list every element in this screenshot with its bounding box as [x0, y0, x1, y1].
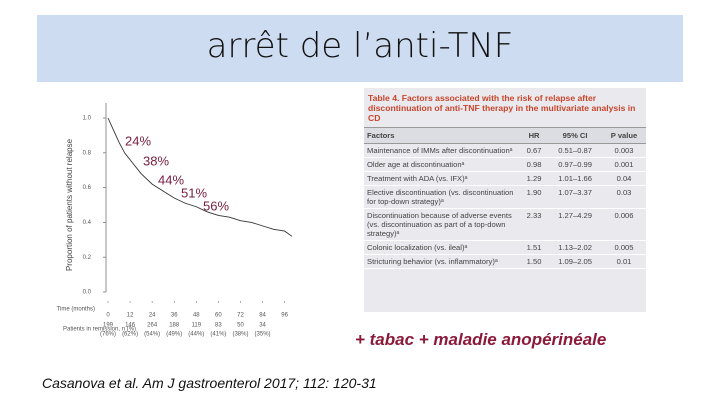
slide-title: arrêt de l’anti-TNF [206, 26, 514, 66]
table-cell: 1.13–2.02 [548, 240, 603, 255]
table-cell: 0.003 [602, 143, 646, 158]
y-tick-label: 0.8 [83, 150, 92, 156]
table-cell: 0.98 [520, 157, 549, 172]
risk-count: 119 [192, 323, 202, 329]
table-cell: Maintenance of IMMs after discontinuatio… [364, 143, 520, 158]
column-header: HR [520, 127, 549, 144]
table-row: Elective discontinuation (vs. discontinu… [364, 185, 646, 209]
x-tick-label: 24 [149, 313, 156, 319]
table-cell: Older age at discontinuationᵃ [364, 157, 520, 172]
km-curve [107, 117, 293, 237]
x-axis-label: Time (months) [57, 307, 95, 313]
risk-count: 264 [147, 323, 158, 329]
table-cell: 0.005 [602, 240, 646, 255]
x-tick-label: 84 [259, 313, 266, 319]
table-row: Maintenance of IMMs after discontinuatio… [364, 143, 646, 158]
table-row: Older age at discontinuationᵃ 0.98 0.97–0.… [364, 157, 646, 172]
table-title: Table 4. Factors associated with the ris… [368, 93, 636, 123]
table-cell: 1.50 [520, 254, 549, 269]
table-row: Colonic localization (vs. ileal)ᵃ 1.51 1.1… [364, 240, 646, 255]
table-cell: 1.09–2.05 [548, 254, 603, 269]
column-header: 95% CI [548, 127, 603, 144]
table-cell: 0.006 [602, 208, 646, 241]
table-cell: Stricturing behavior (vs. inflammatory)ᵃ [364, 254, 520, 269]
table-cell: 1.07–3.37 [548, 185, 603, 209]
x-tick-label: 0 [106, 313, 110, 319]
citation: Casanova et al. Am J gastroenterol 2017;… [42, 375, 377, 391]
table-cell: 1.51 [520, 240, 549, 255]
risk-count: 50 [237, 323, 244, 329]
risk-percent: (49%) [166, 332, 182, 338]
column-header: Factors [364, 127, 520, 144]
risk-label: Patients in remission, n (%) [63, 327, 136, 333]
table-cell: 0.97–0.99 [548, 157, 603, 172]
table-cell: 0.001 [602, 157, 646, 172]
table-row: Stricturing behavior (vs. inflammatory)ᵃ… [364, 254, 646, 269]
table-cell: 1.29 [520, 171, 549, 186]
risk-count: 188 [169, 323, 180, 329]
annotation: 38% [143, 153, 169, 168]
risk-count: 34 [259, 323, 266, 329]
annotation: 56% [203, 198, 229, 213]
risk-percent: (76%) [100, 332, 116, 338]
y-tick-label: 0.4 [83, 220, 92, 226]
x-tick-label: 72 [237, 313, 244, 319]
table: Table 4. Factors associated with the ris… [364, 88, 646, 312]
x-tick-label: 36 [171, 313, 178, 319]
table-cell: 0.04 [602, 171, 646, 186]
note: + tabac + maladie anopérinéale [355, 330, 607, 349]
x-tick-label: 12 [127, 313, 134, 319]
column-header: P value [602, 127, 646, 144]
table-cell: Treatment with ADA (vs. IFX)ᵃ [364, 171, 520, 186]
title-band [37, 15, 683, 82]
risk-count: 199 [103, 323, 114, 329]
risk-percent: (41%) [210, 332, 226, 338]
table-row: Discontinuation because of adverse event… [364, 208, 646, 241]
risk-percent: (54%) [144, 332, 160, 338]
table-row: Treatment with ADA (vs. IFX)ᵃ 1.29 1.01–1.… [364, 171, 646, 186]
table-cell: 1.27–4.29 [548, 208, 603, 241]
table-cell: 1.90 [520, 185, 549, 209]
risk-percent: (62%) [122, 332, 138, 338]
table-cell: 2.33 [520, 208, 549, 241]
table-cell: Elective discontinuation (vs. discontinu… [364, 185, 520, 209]
y-tick-label: 1.0 [83, 116, 92, 122]
risk-percent: (35%) [255, 332, 271, 338]
x-tick-label: 96 [281, 313, 288, 319]
risk-count: 83 [215, 323, 222, 329]
annotation: 51% [181, 185, 207, 200]
x-tick-label: 48 [193, 313, 200, 319]
annotation: 24% [125, 133, 151, 148]
table-cell: 0.51–0.87 [548, 143, 603, 158]
table-cell: 1.01–1.66 [548, 171, 603, 186]
table-cell: 0.01 [602, 254, 646, 269]
x-tick-label: 60 [215, 313, 222, 319]
annotation: 44% [158, 172, 184, 187]
table-cell: Colonic localization (vs. ileal)ᵃ [364, 240, 520, 255]
y-tick-label: 0.6 [83, 185, 92, 191]
risk-percent: (44%) [188, 332, 204, 338]
km-chart: 0.0 0.2 0.4 0.6 0.8 1.0 Proportion of patients… [57, 103, 293, 338]
table-cell: Discontinuation because of adverse event… [364, 208, 520, 241]
table-grid: Factors HR 95% CI P value Maintenance of IMM… [364, 127, 646, 269]
table-cell: 0.03 [602, 185, 646, 209]
table-cell: 0.67 [520, 143, 549, 158]
risk-count: 146 [125, 323, 136, 329]
risk-percent: (38%) [232, 332, 248, 338]
y-tick-label: 0.2 [83, 255, 92, 261]
y-axis-label: Proportion of patients without relapse [65, 138, 74, 271]
y-tick-label: 0.0 [83, 290, 92, 296]
